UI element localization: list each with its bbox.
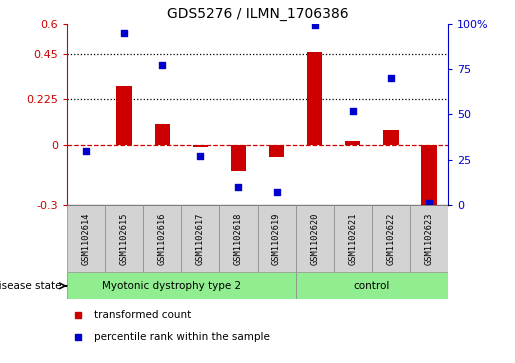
- Point: [272, 189, 281, 195]
- Text: disease state: disease state: [0, 281, 62, 291]
- Title: GDS5276 / ILMN_1706386: GDS5276 / ILMN_1706386: [167, 7, 348, 21]
- Bar: [258, 205, 296, 272]
- Text: GSM1102619: GSM1102619: [272, 212, 281, 265]
- Bar: [372, 205, 410, 272]
- Bar: [67, 205, 105, 272]
- Bar: [269, 144, 284, 157]
- Point: [82, 148, 90, 154]
- Bar: [421, 144, 437, 209]
- Bar: [181, 205, 219, 272]
- Bar: [143, 205, 181, 272]
- Text: GSM1102617: GSM1102617: [196, 212, 205, 265]
- Text: Myotonic dystrophy type 2: Myotonic dystrophy type 2: [102, 281, 242, 291]
- Text: GSM1102621: GSM1102621: [348, 212, 357, 265]
- Bar: [410, 205, 448, 272]
- Bar: [67, 272, 296, 299]
- Bar: [154, 125, 170, 144]
- Point: [349, 108, 357, 114]
- Bar: [296, 272, 448, 299]
- Text: GSM1102618: GSM1102618: [234, 212, 243, 265]
- Point: [196, 153, 204, 159]
- Text: GSM1102620: GSM1102620: [310, 212, 319, 265]
- Bar: [116, 86, 132, 144]
- Bar: [231, 144, 246, 171]
- Bar: [345, 140, 360, 144]
- Text: transformed count: transformed count: [94, 310, 191, 320]
- Text: percentile rank within the sample: percentile rank within the sample: [94, 332, 269, 342]
- Bar: [105, 205, 143, 272]
- Point: [158, 62, 166, 68]
- Bar: [334, 205, 372, 272]
- Point: [311, 23, 319, 28]
- Bar: [296, 205, 334, 272]
- Bar: [193, 144, 208, 147]
- Point: [120, 30, 128, 36]
- Bar: [219, 205, 258, 272]
- Text: GSM1102622: GSM1102622: [386, 212, 396, 265]
- Text: control: control: [354, 281, 390, 291]
- Bar: [307, 52, 322, 144]
- Text: GSM1102616: GSM1102616: [158, 212, 167, 265]
- Point: [425, 200, 433, 206]
- Point: [387, 75, 395, 81]
- Text: GSM1102623: GSM1102623: [424, 212, 434, 265]
- Point: [234, 184, 243, 190]
- Text: GSM1102615: GSM1102615: [119, 212, 129, 265]
- Bar: [383, 130, 399, 144]
- Text: GSM1102614: GSM1102614: [81, 212, 91, 265]
